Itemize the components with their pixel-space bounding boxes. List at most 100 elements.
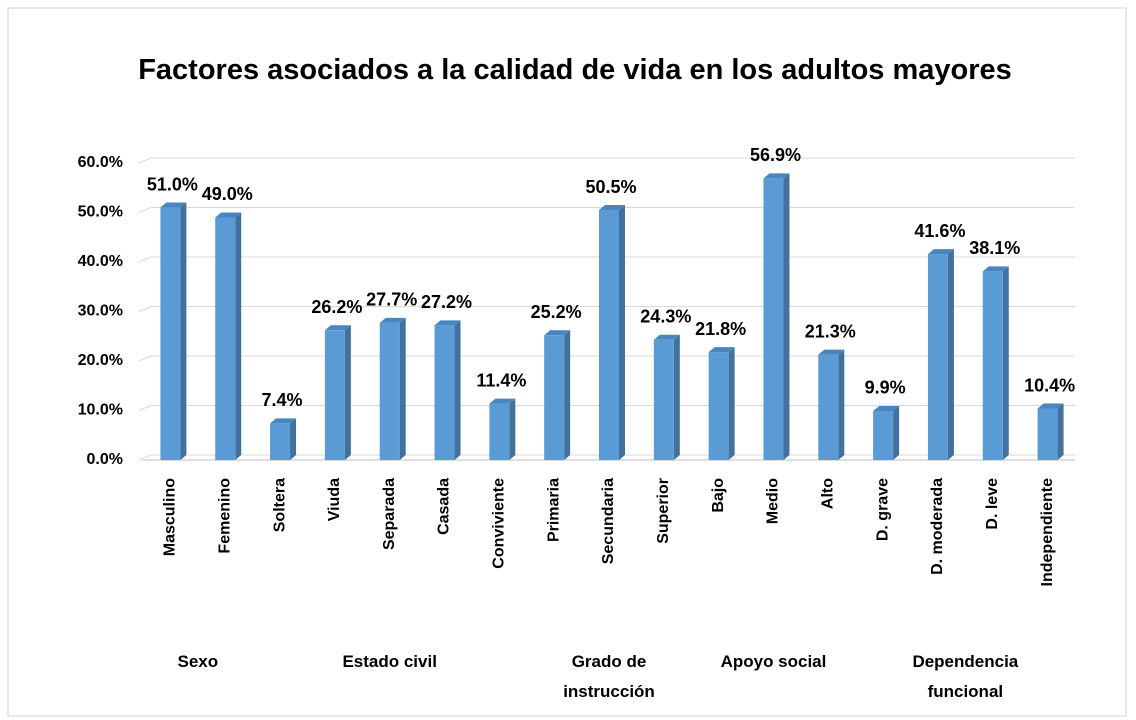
data-label: 21.3% <box>805 321 856 341</box>
x-tick-label: Soltera <box>271 478 288 532</box>
tick-mark <box>138 157 152 164</box>
bar-side <box>893 405 900 460</box>
bar-top <box>927 249 954 255</box>
bar-side <box>290 418 297 460</box>
bar <box>544 335 565 460</box>
bar-top <box>982 266 1009 272</box>
bar <box>489 403 510 460</box>
data-label: 38.1% <box>969 238 1020 258</box>
group-label: Grado de instrucción <box>563 652 655 701</box>
data-label: 7.4% <box>262 390 303 410</box>
bar-top <box>489 398 516 404</box>
y-tick-label: 60.0% <box>78 154 123 171</box>
bar-side <box>454 320 461 460</box>
bar-top <box>270 418 297 424</box>
bar-side <box>235 212 242 460</box>
data-label: 56.9% <box>750 145 801 165</box>
bar-side <box>564 330 571 460</box>
bar-side <box>509 398 516 460</box>
bar <box>215 217 236 460</box>
bar <box>873 410 894 460</box>
bar-top <box>324 325 351 331</box>
x-tick-label: Casada <box>436 478 453 535</box>
bar-top <box>215 212 242 218</box>
bar-top <box>599 205 625 211</box>
x-tick-label: Primaria <box>545 478 562 542</box>
bar <box>434 325 455 460</box>
tick-mark <box>138 355 152 362</box>
group-label: Dependencia funcional <box>912 652 1019 701</box>
bar <box>324 330 345 460</box>
data-label: 10.4% <box>1024 375 1075 395</box>
data-label: 26.2% <box>311 297 362 317</box>
bar-side <box>783 173 790 460</box>
y-tick-label: 40.0% <box>78 253 123 270</box>
bar-side <box>399 317 406 460</box>
chart-title: Factores asociados a la calidad de vida … <box>138 54 1012 86</box>
x-tick-label: Viuda <box>326 478 343 521</box>
x-tick-label: Masculino <box>162 478 179 556</box>
bar <box>818 354 839 460</box>
tick-mark <box>138 207 152 213</box>
x-tick-label: D. leve <box>984 478 1001 530</box>
bar-side <box>180 202 187 461</box>
tick-mark <box>138 405 152 411</box>
bar-top <box>544 330 571 336</box>
bar-side <box>619 205 625 460</box>
bar <box>160 207 181 460</box>
data-label: 51.0% <box>147 174 198 194</box>
data-label: 24.3% <box>640 306 691 326</box>
x-tick-label: D. grave <box>874 478 891 541</box>
data-label: 11.4% <box>476 370 526 390</box>
bar-side <box>673 334 680 460</box>
data-label: 9.9% <box>865 378 906 398</box>
group-label: Estado civil <box>342 652 437 671</box>
bar <box>927 254 948 460</box>
bar-side <box>947 249 954 460</box>
bar <box>379 322 400 460</box>
bar <box>599 210 619 460</box>
x-tick-label: Conviviente <box>491 478 508 569</box>
bar-top <box>160 202 187 208</box>
data-label: 50.5% <box>585 177 636 197</box>
x-tick-label: D. moderada <box>929 478 946 575</box>
y-tick-label: 30.0% <box>78 303 123 320</box>
bar-top <box>763 173 790 179</box>
x-tick-label: Separada <box>381 478 398 550</box>
group-label: Sexo <box>177 652 219 671</box>
group-label: Apoyo social <box>720 652 827 671</box>
x-tick-label: Superior <box>655 478 672 544</box>
y-tick-label: 10.0% <box>78 402 123 419</box>
bar-top <box>708 347 735 353</box>
x-tick-label: Femenino <box>216 478 233 554</box>
bar <box>708 352 729 460</box>
tick-mark <box>138 454 152 461</box>
x-tick-label: Secundaria <box>600 478 617 564</box>
data-label: 27.7% <box>366 290 417 310</box>
bar <box>1037 408 1058 460</box>
data-label: 49.0% <box>202 184 253 204</box>
x-tick-label: Alto <box>820 478 837 509</box>
bar-top <box>818 349 845 355</box>
bar <box>982 271 1003 460</box>
bar-side <box>838 349 845 460</box>
y-tick-label: 20.0% <box>78 352 123 369</box>
bar <box>653 339 674 460</box>
bar-top <box>873 405 900 411</box>
x-tick-label: Medio <box>765 478 782 524</box>
x-tick-label: Bajo <box>710 478 727 513</box>
data-label: 21.8% <box>695 319 746 339</box>
data-label: 27.2% <box>421 292 472 312</box>
tick-mark <box>138 256 152 263</box>
bar-side <box>344 325 351 460</box>
bar-top <box>379 317 406 323</box>
bar-side <box>1002 266 1009 460</box>
y-tick-label: 0.0% <box>87 451 123 468</box>
y-tick-label: 50.0% <box>78 204 123 221</box>
tick-mark <box>138 306 152 312</box>
bar <box>270 423 291 460</box>
bar-top <box>434 320 461 326</box>
bar-side <box>728 347 735 460</box>
